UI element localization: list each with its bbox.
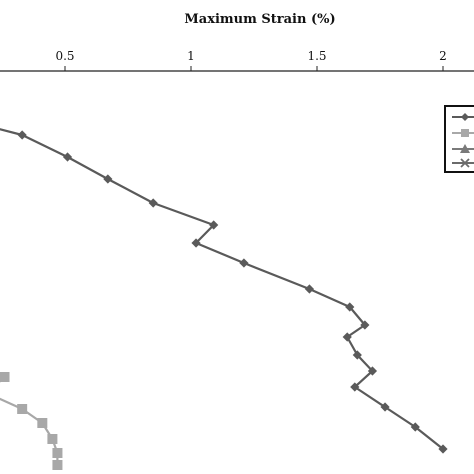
series-1-point bbox=[350, 382, 360, 392]
series-layer bbox=[0, 128, 448, 470]
series-1-point bbox=[345, 302, 355, 312]
series-1-line bbox=[0, 128, 444, 450]
series-2-point bbox=[37, 418, 48, 428]
series-1-point bbox=[17, 130, 27, 140]
legend-entry-2-marker bbox=[461, 129, 469, 137]
series-1-point bbox=[380, 402, 390, 412]
series-1-point bbox=[342, 332, 352, 342]
x-tick-label: 0.5 bbox=[55, 49, 74, 63]
series-1-point bbox=[209, 220, 219, 230]
series-2-point bbox=[52, 460, 63, 470]
x-tick-label: 2 bbox=[439, 49, 447, 63]
series-1-point bbox=[304, 284, 315, 294]
series-2-point bbox=[0, 372, 10, 382]
series-2-point bbox=[52, 448, 63, 458]
series-2-point bbox=[47, 434, 58, 444]
series-1-point bbox=[103, 174, 113, 184]
series-1-point bbox=[148, 198, 158, 208]
x-tick-label: 1 bbox=[187, 49, 195, 63]
series-1-point bbox=[410, 422, 420, 432]
series-1-point bbox=[62, 152, 73, 162]
chart-title: Maximum Strain (%) bbox=[184, 12, 336, 27]
series-1-point bbox=[360, 320, 370, 330]
legend-entry-4-marker bbox=[460, 158, 470, 168]
x-tick-label: 1.5 bbox=[307, 49, 326, 63]
legend bbox=[444, 105, 474, 173]
series-1-point bbox=[239, 258, 249, 268]
series-1-point bbox=[367, 366, 378, 376]
series-1-point bbox=[352, 350, 362, 360]
x-axis-ticks: 0.5 1 1.5 2 bbox=[55, 49, 447, 71]
series-2-point bbox=[17, 404, 28, 414]
series-1-point bbox=[191, 238, 201, 248]
legend-entry-3-marker bbox=[460, 144, 470, 153]
series-1-point bbox=[438, 444, 448, 454]
legend-entry-1-marker bbox=[461, 113, 469, 121]
